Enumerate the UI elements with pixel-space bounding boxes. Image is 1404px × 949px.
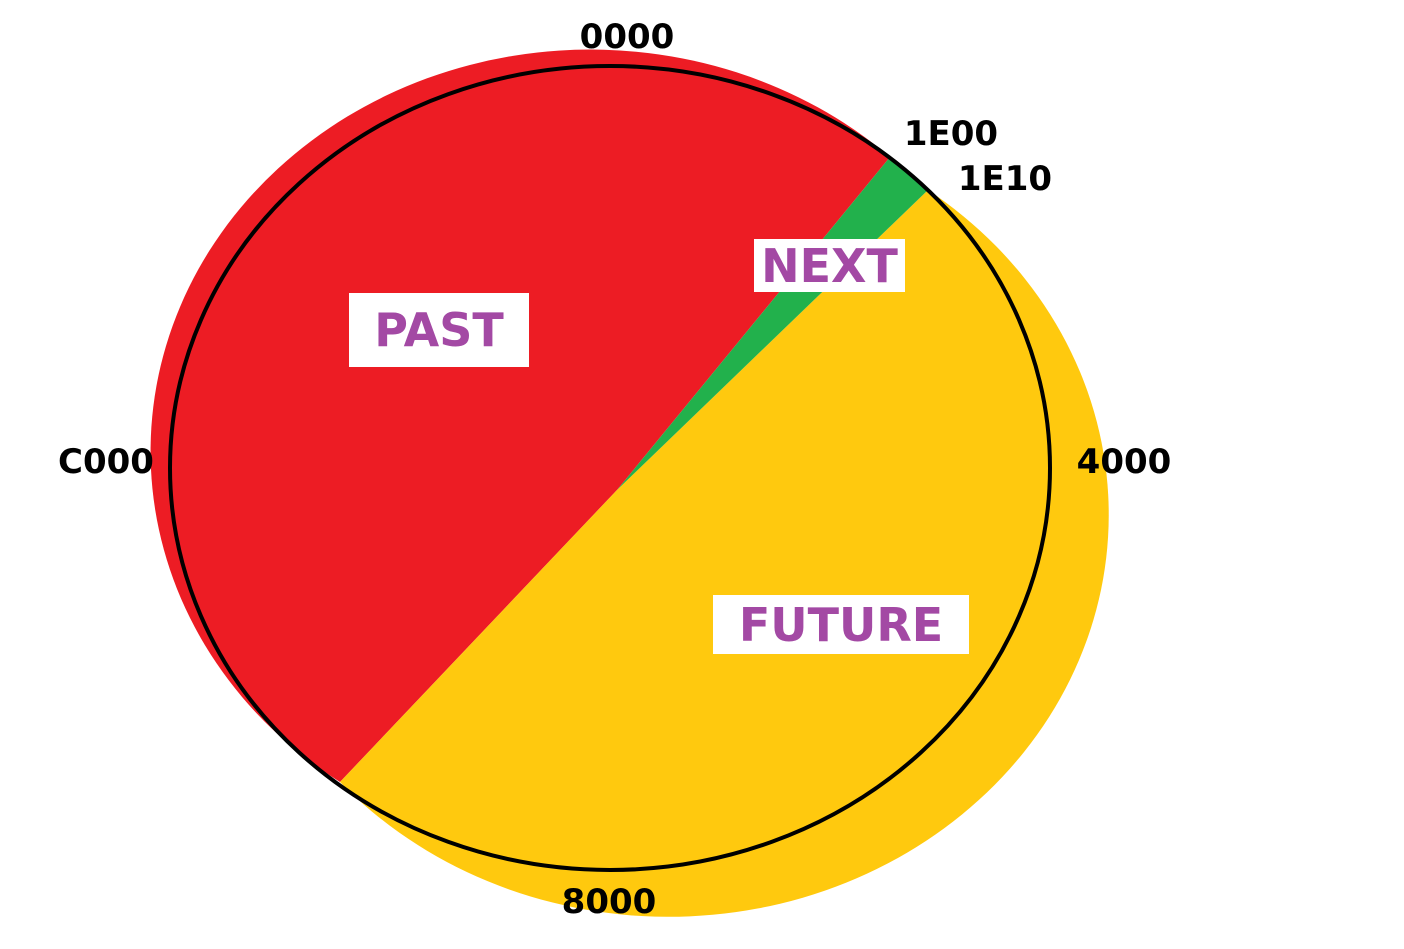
future-label: FUTURE	[713, 595, 969, 654]
label-1e10: 1E10	[958, 159, 1052, 199]
future-region	[340, 190, 1109, 917]
circle-outline	[168, 64, 1052, 872]
label-8000: 8000	[562, 882, 657, 922]
past-label: PAST	[349, 293, 529, 367]
next-label: NEXT	[754, 239, 905, 292]
label-4000: 4000	[1077, 442, 1172, 482]
label-c000: C000	[58, 442, 154, 482]
label-1e00: 1E00	[904, 114, 998, 154]
label-0000: 0000	[580, 17, 675, 57]
past-region	[150, 49, 891, 782]
